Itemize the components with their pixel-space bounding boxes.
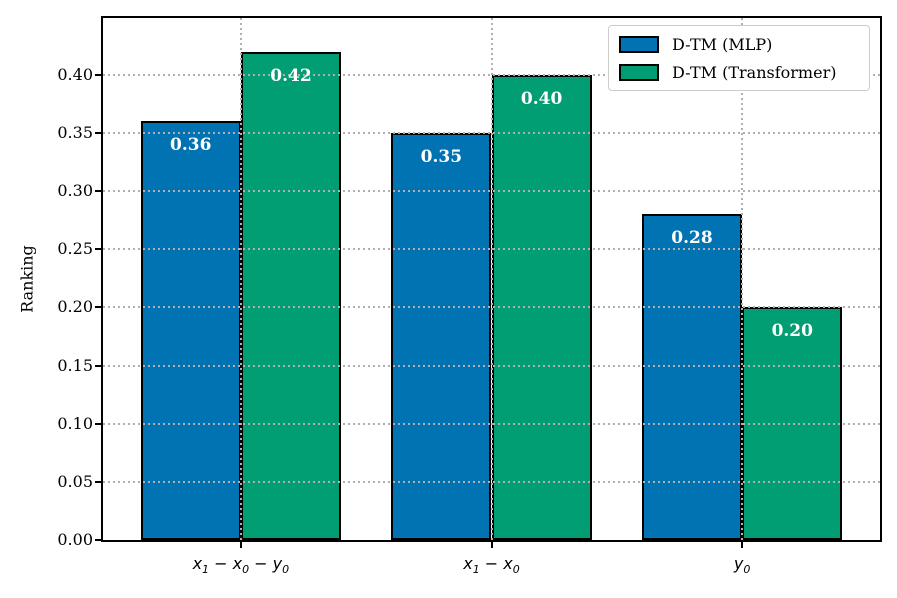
legend-entry: D-TM (Transformer) bbox=[619, 61, 859, 83]
x-tick-label: x1 − x0 bbox=[463, 554, 520, 577]
y-tick-label: 0.10 bbox=[57, 413, 93, 433]
grid-line-vertical bbox=[239, 18, 242, 540]
y-tick-label: 0.40 bbox=[57, 64, 93, 84]
bar bbox=[140, 121, 241, 540]
y-tick-mark bbox=[95, 480, 102, 483]
y-tick-mark bbox=[95, 422, 102, 425]
bar-value-label: 0.28 bbox=[671, 228, 713, 249]
y-tick-mark bbox=[95, 190, 102, 193]
plot-canvas: 0.36 0.35 0.28 0.42 0.40 0.20 bbox=[103, 18, 880, 540]
y-tick-mark bbox=[95, 364, 102, 367]
bar-value-label: 0.40 bbox=[520, 88, 563, 109]
bar-value-label: 0.36 bbox=[170, 135, 212, 156]
legend-label: D-TM (Transformer) bbox=[672, 62, 837, 82]
bar-value-label: 0.35 bbox=[420, 147, 463, 168]
y-tick-label: 0.05 bbox=[57, 471, 93, 491]
x-tick-mark bbox=[490, 542, 493, 548]
grid-line-vertical bbox=[741, 18, 744, 540]
y-tick-mark bbox=[95, 73, 102, 76]
grid-line-vertical bbox=[490, 18, 493, 540]
plot-area: 0.36 0.35 0.28 0.42 0.40 0.20 bbox=[101, 16, 882, 542]
y-tick-label: 0.25 bbox=[57, 239, 93, 259]
y-tick-mark bbox=[95, 306, 102, 309]
y-tick-label: 0.15 bbox=[57, 355, 93, 375]
bar bbox=[240, 51, 342, 540]
y-tick-mark bbox=[95, 132, 102, 135]
x-tick-label: y0 bbox=[733, 554, 751, 577]
bar bbox=[391, 133, 492, 540]
legend: D-TM (MLP) D-TM (Transformer) bbox=[608, 25, 870, 91]
y-tick-mark bbox=[95, 248, 102, 251]
y-tick-label: 0.20 bbox=[57, 297, 93, 317]
legend-color-swatch-icon bbox=[619, 63, 659, 81]
y-tick-label: 0.30 bbox=[57, 181, 93, 201]
legend-entry: D-TM (MLP) bbox=[619, 33, 859, 55]
y-tick-label: 0.00 bbox=[57, 530, 93, 549]
x-tick-label: x1 − x0 − y0 bbox=[192, 554, 290, 577]
bar-value-label: 0.20 bbox=[771, 321, 813, 342]
bar-value-label: 0.42 bbox=[270, 65, 312, 86]
x-tick-mark bbox=[741, 542, 744, 548]
y-tick-label: 0.35 bbox=[57, 123, 93, 143]
legend-label: D-TM (MLP) bbox=[672, 34, 773, 54]
bar bbox=[641, 214, 743, 540]
y-tick-mark bbox=[95, 539, 102, 541]
legend-color-swatch-icon bbox=[619, 35, 659, 53]
x-tick-mark bbox=[239, 542, 242, 548]
